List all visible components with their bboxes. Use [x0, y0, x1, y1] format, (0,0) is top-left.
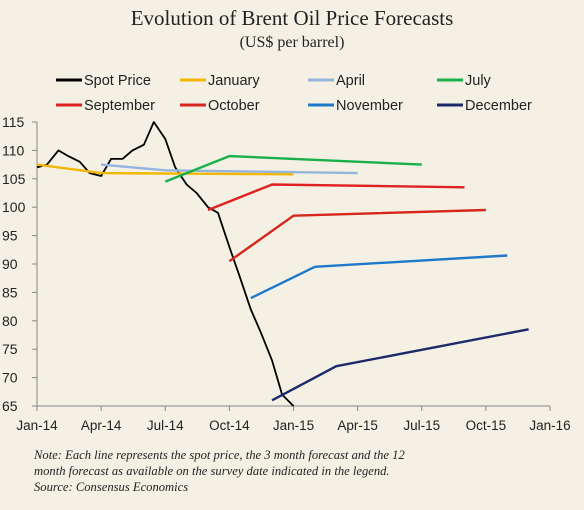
x-tick-label: Oct-15	[466, 418, 507, 433]
series-line-september	[207, 183, 465, 212]
y-tick-label: 100	[2, 199, 26, 215]
x-tick-label: Apr-15	[337, 418, 378, 433]
line-chart: 65 70 75 80 85 90 95 100 105 110 115 Jan-14 Apr-14 Ju…	[2, 73, 571, 433]
x-tick-label: Jan-16	[529, 418, 570, 433]
legend-label-july: July	[465, 73, 492, 89]
y-tick-label: 110	[2, 142, 25, 158]
y-tick-label: 95	[2, 228, 18, 244]
y-tick-label: 90	[2, 256, 18, 272]
chart-title: Evolution of Brent Oil Price Forecasts	[130, 6, 454, 30]
legend-label-spot-price: Spot Price	[84, 73, 151, 89]
x-tick-label: Jan-15	[273, 418, 314, 433]
series-line-april	[100, 163, 358, 175]
x-tick-label: Apr-14	[81, 418, 122, 433]
y-tick-label: 80	[2, 313, 18, 329]
y-tick-label: 75	[2, 341, 18, 357]
legend-label-november: November	[336, 98, 403, 114]
y-tick-label: 105	[2, 171, 26, 187]
y-tick-label: 115	[2, 114, 25, 130]
note-line-1: Note: Each line represents the spot pric…	[34, 448, 405, 462]
y-tick-label: 65	[2, 398, 18, 414]
x-tick-label: Jul-14	[147, 418, 184, 433]
y-tick-label: 70	[2, 370, 18, 386]
legend-label-september: September	[84, 98, 155, 114]
note-line-2: month forecast as available on the surve…	[34, 464, 390, 478]
chart-note: Note: Each line represents the spot pric…	[34, 447, 574, 495]
series-line-november	[250, 254, 508, 300]
legend-label-january: January	[208, 73, 260, 89]
chart-subtitle: (US$ per barrel)	[239, 34, 345, 51]
legend-label-april: April	[336, 73, 365, 89]
series-line-spot-price	[36, 121, 295, 407]
series-line-october	[228, 208, 486, 263]
x-tick-label: Jan-14	[16, 418, 58, 433]
y-tick-label: 85	[2, 284, 18, 300]
x-tick-label: Jul-15	[403, 418, 440, 433]
legend-label-december: December	[465, 98, 532, 114]
legend-label-october: October	[208, 98, 260, 114]
series-line-december	[271, 328, 529, 402]
source-line: Source: Consensus Economics	[34, 480, 189, 494]
series-line-july	[164, 154, 422, 183]
series-line-january	[36, 163, 294, 176]
x-tick-label: Oct-14	[209, 418, 250, 433]
